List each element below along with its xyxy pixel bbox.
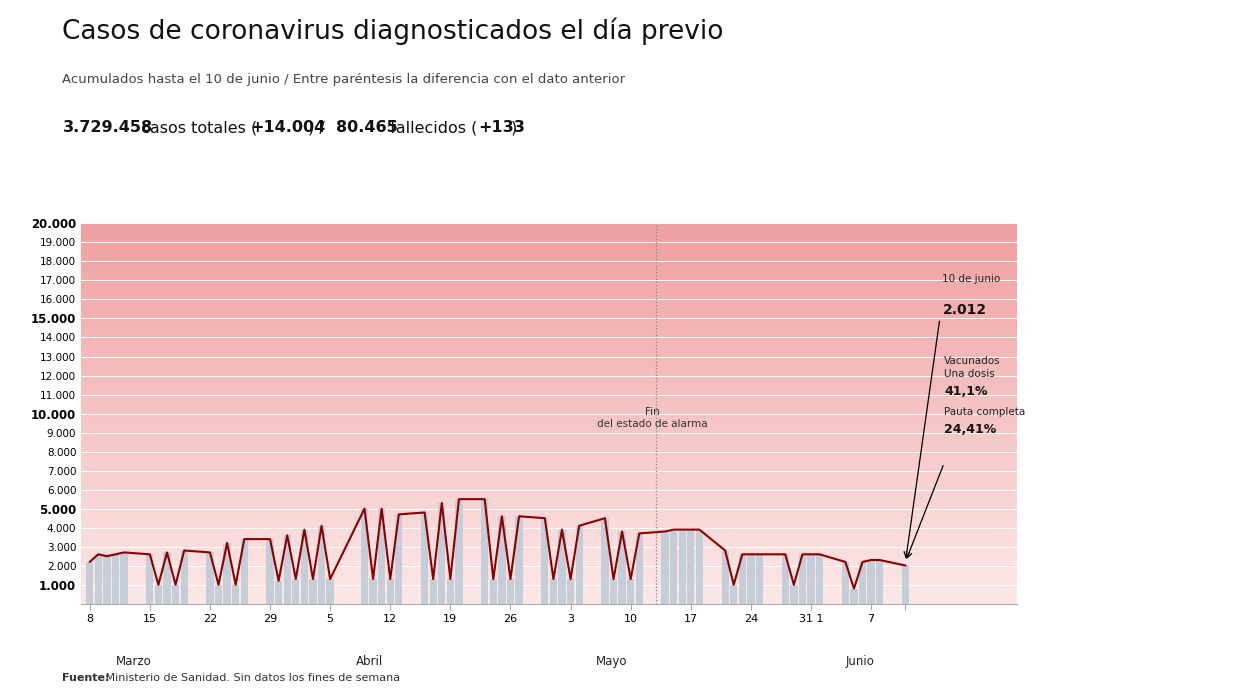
Bar — [447, 579, 454, 604]
Bar — [739, 554, 746, 604]
Bar — [181, 551, 187, 604]
Bar — [867, 560, 875, 604]
Text: Ministerio de Sanidad. Sin datos los fines de semana: Ministerio de Sanidad. Sin datos los fin… — [102, 673, 401, 683]
Bar — [378, 509, 386, 604]
Text: 41,1%: 41,1% — [945, 385, 987, 399]
Bar — [104, 556, 111, 604]
Bar — [610, 579, 618, 604]
Bar — [387, 579, 394, 604]
Text: 10 de junio: 10 de junio — [942, 274, 1001, 284]
Bar — [799, 554, 806, 604]
Bar — [241, 539, 248, 604]
Bar — [507, 579, 514, 604]
Text: 3.729.458: 3.729.458 — [62, 120, 152, 135]
Bar — [635, 533, 643, 604]
Bar — [876, 560, 884, 604]
Text: Acumulados hasta el 10 de junio / Entre paréntesis la diferencia con el dato ant: Acumulados hasta el 10 de junio / Entre … — [62, 73, 625, 87]
Bar — [429, 579, 437, 604]
Bar — [550, 579, 557, 604]
Bar — [679, 530, 686, 604]
Bar — [163, 552, 171, 604]
Bar — [575, 526, 583, 604]
Text: 2.012: 2.012 — [942, 303, 986, 318]
Bar — [515, 517, 523, 604]
Bar — [489, 579, 497, 604]
Bar — [456, 499, 463, 604]
Bar — [155, 585, 162, 604]
Text: Fuente:: Fuente: — [62, 673, 110, 683]
Text: casos totales (: casos totales ( — [136, 120, 257, 135]
Text: +14.004: +14.004 — [251, 120, 326, 135]
Bar — [661, 531, 669, 604]
Text: Vacunados: Vacunados — [945, 356, 1001, 366]
Bar — [841, 562, 849, 604]
Text: 24,41%: 24,41% — [945, 424, 996, 436]
Text: 80.465: 80.465 — [336, 120, 398, 135]
Bar — [421, 512, 428, 604]
Bar — [86, 562, 94, 604]
Bar — [146, 554, 154, 604]
Bar — [172, 585, 180, 604]
Bar — [318, 526, 326, 604]
Bar — [902, 565, 909, 604]
Text: Fin
del estado de alarma: Fin del estado de alarma — [597, 407, 708, 429]
Bar — [695, 530, 703, 604]
Bar — [369, 579, 377, 604]
Bar — [292, 579, 300, 604]
Text: +133: +133 — [478, 120, 525, 135]
Bar — [283, 535, 291, 604]
Text: Pauta completa: Pauta completa — [945, 408, 1026, 417]
Bar — [790, 585, 797, 604]
Bar — [756, 554, 764, 604]
Bar — [310, 579, 317, 604]
Text: Mayo: Mayo — [597, 655, 628, 667]
Bar — [120, 552, 127, 604]
Bar — [206, 552, 213, 604]
Bar — [850, 588, 857, 604]
Bar — [327, 579, 333, 604]
Text: Marzo: Marzo — [116, 655, 151, 667]
Bar — [859, 562, 866, 604]
Bar — [112, 554, 119, 604]
Text: Una dosis: Una dosis — [945, 369, 995, 379]
Text: ) /: ) / — [308, 120, 329, 135]
Bar — [781, 554, 789, 604]
Bar — [807, 554, 815, 604]
Bar — [688, 530, 694, 604]
Text: Casos de coronavirus diagnosticados el día previo: Casos de coronavirus diagnosticados el d… — [62, 17, 724, 45]
Bar — [730, 585, 738, 604]
Bar — [95, 554, 102, 604]
Bar — [301, 530, 308, 604]
Bar — [670, 530, 678, 604]
Bar — [498, 517, 505, 604]
Text: Junio: Junio — [845, 655, 875, 667]
Bar — [396, 514, 403, 604]
Bar — [480, 499, 488, 604]
Bar — [602, 518, 609, 604]
Bar — [626, 579, 634, 604]
Bar — [748, 554, 755, 604]
Bar — [223, 543, 231, 604]
Text: ): ) — [510, 120, 517, 135]
Bar — [438, 503, 446, 604]
Bar — [266, 539, 273, 604]
Bar — [558, 530, 565, 604]
Bar — [215, 585, 222, 604]
Bar — [816, 554, 824, 604]
Text: Abril: Abril — [356, 655, 383, 667]
Bar — [567, 579, 574, 604]
Bar — [361, 509, 368, 604]
Bar — [232, 585, 240, 604]
Bar — [542, 518, 548, 604]
Bar — [275, 581, 282, 604]
Text: fallecidos (: fallecidos ( — [386, 120, 478, 135]
Bar — [619, 531, 625, 604]
Bar — [721, 551, 729, 604]
